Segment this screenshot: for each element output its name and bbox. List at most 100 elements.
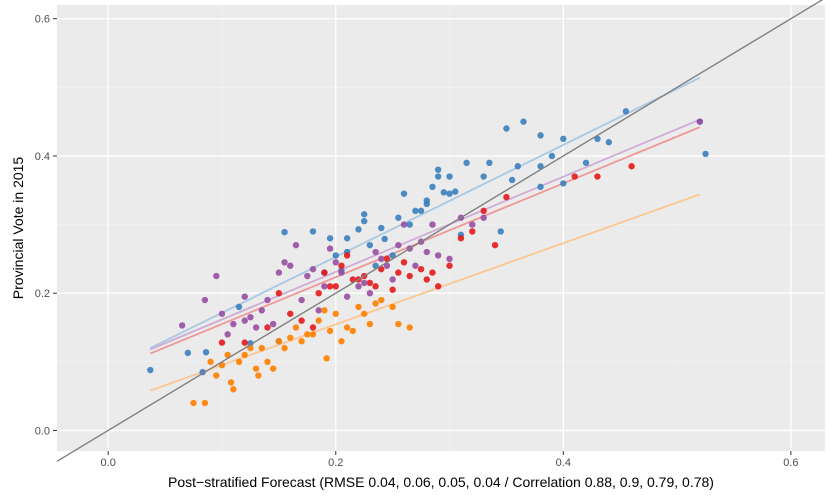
data-point bbox=[235, 303, 243, 311]
data-point bbox=[178, 322, 186, 329]
data-point bbox=[338, 338, 345, 345]
x-tick-label: 0.0 bbox=[101, 457, 116, 469]
x-axis-title: Post−stratified Forecast (RMSE 0.04, 0.0… bbox=[168, 474, 714, 490]
data-point bbox=[571, 173, 578, 180]
data-point bbox=[343, 235, 351, 242]
data-point bbox=[332, 310, 339, 317]
data-point bbox=[247, 314, 254, 321]
fit-lines bbox=[149, 76, 701, 392]
data-point bbox=[241, 317, 248, 324]
x-tick-label: 0.6 bbox=[783, 457, 798, 469]
data-point bbox=[434, 166, 442, 173]
data-point bbox=[224, 351, 231, 359]
data-point bbox=[241, 293, 248, 300]
data-point bbox=[514, 163, 521, 170]
data-point bbox=[480, 173, 487, 180]
y-tick-label: 0.2 bbox=[35, 288, 50, 300]
data-point bbox=[372, 262, 379, 269]
data-point bbox=[304, 331, 311, 338]
y-axis-title: Provincial Vote in 2015 bbox=[10, 157, 26, 300]
data-point bbox=[332, 259, 339, 266]
data-point bbox=[446, 173, 453, 180]
data-point bbox=[309, 228, 317, 235]
data-point bbox=[147, 366, 154, 374]
data-point bbox=[361, 217, 368, 225]
data-point bbox=[423, 248, 430, 256]
data-point bbox=[366, 279, 374, 287]
data-point bbox=[480, 214, 487, 221]
data-point bbox=[582, 159, 590, 167]
data-point bbox=[355, 226, 362, 233]
data-point bbox=[349, 327, 357, 335]
data-point bbox=[389, 303, 396, 311]
data-point bbox=[292, 324, 300, 331]
data-point bbox=[395, 320, 402, 328]
data-point bbox=[503, 125, 510, 132]
data-point bbox=[202, 348, 210, 356]
data-point bbox=[383, 262, 391, 269]
data-point bbox=[417, 207, 425, 215]
data-point bbox=[395, 241, 402, 249]
data-point bbox=[469, 221, 476, 228]
data-point bbox=[326, 235, 334, 242]
data-point bbox=[349, 276, 357, 283]
data-point bbox=[315, 317, 322, 324]
data-point bbox=[255, 372, 262, 379]
data-point bbox=[241, 339, 248, 346]
data-point bbox=[381, 235, 388, 243]
data-point bbox=[287, 262, 294, 269]
data-point bbox=[446, 190, 453, 197]
grid-major bbox=[57, 5, 825, 451]
x-tick-label: 0.2 bbox=[328, 457, 343, 469]
data-point bbox=[230, 386, 237, 393]
data-point bbox=[628, 163, 635, 170]
fit-line bbox=[149, 76, 701, 349]
data-point bbox=[366, 289, 374, 297]
data-point bbox=[429, 221, 436, 228]
y-tick-label: 0.0 bbox=[35, 425, 50, 437]
data-point bbox=[537, 163, 544, 170]
data-point bbox=[389, 276, 396, 283]
data-point bbox=[292, 241, 300, 249]
data-point bbox=[560, 180, 567, 187]
y-tick-label: 0.4 bbox=[35, 151, 50, 163]
data-point bbox=[395, 269, 402, 276]
data-point bbox=[309, 265, 317, 273]
data-point bbox=[497, 228, 504, 235]
data-point bbox=[491, 241, 499, 249]
data-point bbox=[560, 135, 567, 142]
data-point bbox=[343, 252, 351, 259]
fit-line bbox=[149, 193, 701, 392]
data-point bbox=[361, 211, 368, 218]
data-point bbox=[400, 221, 408, 228]
data-point bbox=[452, 188, 459, 195]
data-point bbox=[594, 135, 601, 142]
data-point bbox=[508, 176, 516, 184]
data-point bbox=[429, 183, 436, 191]
data-point bbox=[338, 262, 345, 269]
data-point bbox=[594, 173, 601, 180]
y-tick-label: 0.6 bbox=[35, 14, 50, 26]
data-point bbox=[378, 296, 385, 304]
data-point bbox=[224, 331, 231, 338]
data-point bbox=[463, 159, 470, 167]
x-axis-ticks: 0.0 0.2 0.4 0.6 bbox=[101, 451, 799, 469]
data-point bbox=[281, 344, 288, 352]
data-point bbox=[309, 331, 317, 338]
data-point bbox=[304, 272, 311, 280]
fit-line bbox=[149, 126, 701, 355]
identity-line bbox=[56, 0, 824, 462]
data-point bbox=[281, 228, 288, 236]
data-point bbox=[520, 118, 527, 125]
data-point bbox=[480, 207, 487, 215]
data-point bbox=[378, 265, 385, 273]
data-point bbox=[235, 358, 243, 365]
data-point bbox=[355, 283, 362, 290]
data-point bbox=[395, 214, 402, 221]
data-point bbox=[326, 245, 334, 252]
data-point bbox=[275, 338, 283, 345]
data-point bbox=[218, 362, 226, 369]
data-point bbox=[287, 310, 294, 317]
data-point bbox=[264, 358, 271, 365]
